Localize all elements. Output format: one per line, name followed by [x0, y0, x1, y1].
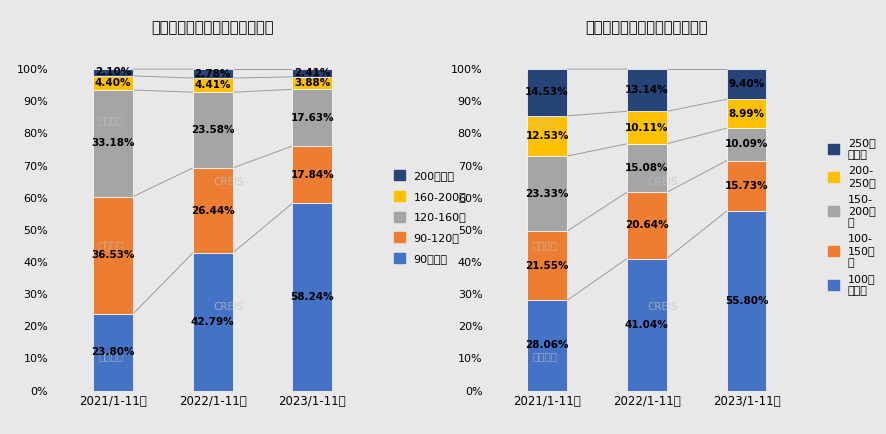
Bar — [193, 78, 232, 92]
Text: 41.04%: 41.04% — [625, 319, 669, 330]
Text: 4.40%: 4.40% — [95, 78, 131, 88]
Bar — [527, 300, 567, 391]
Bar — [627, 259, 666, 391]
Text: 中指数据: 中指数据 — [532, 115, 557, 125]
Text: 36.53%: 36.53% — [91, 250, 135, 260]
Bar — [292, 89, 332, 146]
Bar — [292, 146, 332, 204]
Bar — [727, 161, 766, 211]
Bar — [627, 69, 666, 112]
Bar — [527, 156, 567, 231]
Text: 中指数据: 中指数据 — [532, 240, 557, 250]
Bar — [292, 69, 332, 77]
Bar — [93, 90, 133, 197]
Text: 12.53%: 12.53% — [525, 131, 569, 141]
Bar — [93, 69, 133, 76]
Bar — [93, 197, 133, 314]
Text: 2.78%: 2.78% — [194, 69, 231, 79]
Bar — [727, 128, 766, 161]
Text: 13.14%: 13.14% — [625, 85, 669, 95]
Text: 14.53%: 14.53% — [525, 88, 569, 98]
Text: 17.63%: 17.63% — [291, 113, 334, 123]
Text: 9.40%: 9.40% — [728, 79, 765, 89]
Bar — [193, 253, 232, 391]
Text: 3.88%: 3.88% — [294, 78, 330, 88]
Text: 4.41%: 4.41% — [194, 80, 231, 90]
Text: 21.55%: 21.55% — [525, 261, 569, 271]
Title: 石家庄商品房成交面积结构情况: 石家庄商品房成交面积结构情况 — [152, 20, 274, 35]
Bar — [527, 231, 567, 300]
Text: 中指数据: 中指数据 — [98, 351, 123, 361]
Bar — [727, 69, 766, 99]
Text: 26.44%: 26.44% — [190, 206, 235, 216]
Text: CREIS: CREIS — [214, 302, 244, 312]
Text: 17.84%: 17.84% — [291, 170, 334, 180]
Text: 中指数据: 中指数据 — [532, 351, 557, 361]
Bar — [193, 92, 232, 168]
Bar — [193, 168, 232, 253]
Bar — [527, 69, 567, 116]
Text: 23.80%: 23.80% — [91, 347, 135, 357]
Text: 中指数据: 中指数据 — [98, 115, 123, 125]
Text: CREIS: CREIS — [648, 177, 678, 187]
Text: 28.06%: 28.06% — [525, 341, 569, 351]
Text: CREIS: CREIS — [648, 302, 678, 312]
Text: 2.10%: 2.10% — [95, 67, 131, 77]
Text: 15.73%: 15.73% — [725, 181, 768, 191]
Text: 42.79%: 42.79% — [190, 317, 235, 327]
Bar — [627, 192, 666, 259]
Bar — [727, 211, 766, 391]
Text: 2.41%: 2.41% — [294, 68, 330, 78]
Legend: 200㎡以上, 160-200㎡, 120-160㎡, 90-120㎡, 90㎡以下: 200㎡以上, 160-200㎡, 120-160㎡, 90-120㎡, 90㎡… — [393, 170, 466, 264]
Bar — [93, 314, 133, 391]
Text: 23.58%: 23.58% — [190, 125, 235, 135]
Text: 中指数据: 中指数据 — [98, 240, 123, 250]
Title: 石家庄商品房成交总价结构情况: 石家庄商品房成交总价结构情况 — [586, 20, 708, 35]
Text: 8.99%: 8.99% — [728, 109, 765, 119]
Bar — [627, 112, 666, 144]
Text: 15.08%: 15.08% — [625, 163, 669, 173]
Text: 10.11%: 10.11% — [625, 122, 669, 132]
Bar — [193, 69, 232, 78]
Text: 20.64%: 20.64% — [625, 220, 669, 230]
Bar — [292, 204, 332, 391]
Bar — [527, 116, 567, 156]
Bar — [93, 76, 133, 90]
Text: 10.09%: 10.09% — [725, 139, 768, 149]
Text: 23.33%: 23.33% — [525, 189, 569, 199]
Text: 33.18%: 33.18% — [91, 138, 135, 148]
Text: 55.80%: 55.80% — [725, 296, 768, 306]
Bar — [627, 144, 666, 192]
Text: 58.24%: 58.24% — [291, 292, 334, 302]
Text: CREIS: CREIS — [214, 177, 244, 187]
Bar — [292, 77, 332, 89]
Legend: 250万
元以上, 200-
250万, 150-
200万
元, 100-
150万
元, 100万
元以下: 250万 元以上, 200- 250万, 150- 200万 元, 100- 1… — [828, 138, 875, 296]
Bar — [727, 99, 766, 128]
